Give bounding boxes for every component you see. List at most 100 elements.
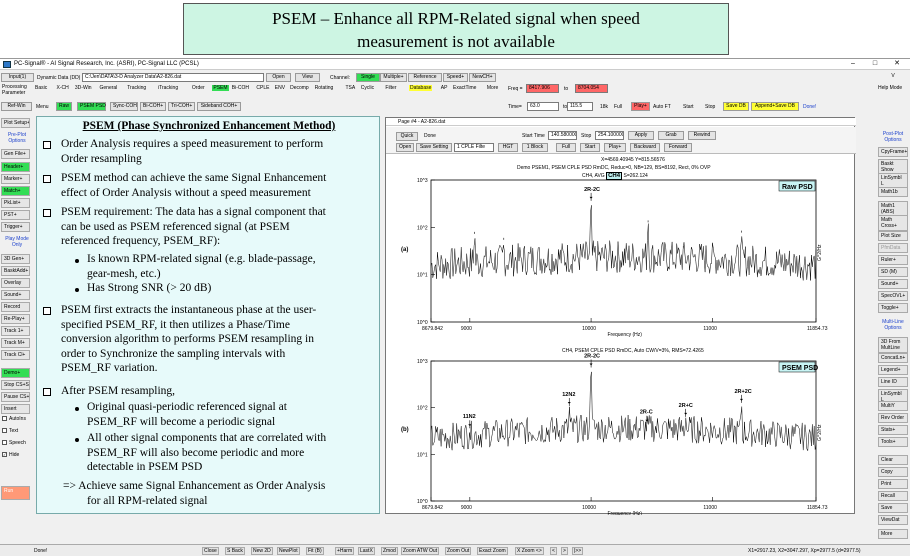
freq-from-field[interactable]: 8417.906	[526, 84, 559, 93]
processing-tab-bi-coh[interactable]: Bi-COH	[231, 85, 250, 91]
status-button-fit-b-[interactable]: Fit (B)	[306, 547, 324, 555]
left-panel-track-cl-[interactable]: Track Cl+	[1, 350, 30, 360]
sideband-coh-button[interactable]: Sideband COH+	[197, 102, 241, 111]
processing-tab-psem[interactable]: PSEM	[212, 85, 229, 91]
status-button--[interactable]: |>>	[572, 547, 584, 555]
status-button-zoom-atw-out[interactable]: Zoom ATW Out	[401, 547, 440, 555]
left-panel-track-m-[interactable]: Track M+	[1, 338, 30, 348]
left-panel-3d-gen-[interactable]: 3D Gen+	[1, 254, 30, 264]
right-panel-cpyframe-[interactable]: CpyFrame+	[878, 147, 908, 157]
checkbox-icon[interactable]	[2, 440, 7, 446]
right-panel-plot-size[interactable]: Plot Size	[878, 231, 908, 241]
right-panel-multiy[interactable]: MultiY	[878, 401, 908, 411]
processing-tab-database[interactable]: Database	[409, 85, 433, 91]
processing-tab-env[interactable]: ENV	[274, 85, 286, 91]
start-button[interactable]: Start	[683, 104, 694, 110]
right-panel-specovl-[interactable]: SpecOVL+	[878, 291, 908, 301]
plot-start-button[interactable]: Start	[580, 143, 600, 152]
multiple-channel-button[interactable]: Multiple+	[380, 73, 407, 82]
left-panel-basktadd-[interactable]: BasktAdd+	[1, 266, 30, 276]
psd-charts[interactable]: 10^0 10^1 10^2 10^3 8679.842 9000 10000 11000 11…	[386, 118, 856, 515]
left-panel-autoins[interactable]: AutoIns	[2, 416, 32, 422]
sync-coh-button[interactable]: Sync-COH	[110, 102, 138, 111]
left-panel-demo-[interactable]: Demo+	[1, 368, 30, 378]
ref-win-button[interactable]: Ref-Win	[1, 102, 32, 111]
checkbox-icon[interactable]	[2, 428, 7, 434]
left-panel-pklist-[interactable]: PkList+	[1, 198, 30, 208]
processing-tab-cple[interactable]: CPLE	[256, 85, 270, 91]
save-setting-button[interactable]: Save Setting	[416, 143, 452, 152]
status-button-lastx[interactable]: LastX	[358, 547, 375, 555]
right-panel-clear[interactable]: Clear	[878, 455, 908, 465]
processing-tab-3d-win[interactable]: 3D-Win	[74, 85, 92, 91]
checkbox-icon[interactable]: ✓	[2, 452, 7, 458]
view-button[interactable]: View	[295, 73, 320, 82]
processing-tab-filter[interactable]: Filter	[385, 85, 397, 91]
plot-play-button[interactable]: Play+	[604, 143, 626, 152]
raw-button[interactable]: Raw	[56, 102, 72, 111]
right-panel-3d-from-multline[interactable]: 3D From MultLine	[878, 337, 908, 353]
input-dropdown[interactable]: Input(1)	[1, 73, 34, 82]
left-panel-gen-file-[interactable]: Gen File+	[1, 149, 30, 159]
right-panel-recall[interactable]: Recall	[878, 491, 908, 501]
freq-to-field[interactable]: 8704.054	[575, 84, 608, 93]
plot-open-button[interactable]: Open	[396, 143, 414, 152]
play-button[interactable]: Play+	[631, 102, 650, 111]
full-time-button[interactable]: Full	[614, 104, 623, 110]
right-panel-ruler-[interactable]: Ruler+	[878, 255, 908, 265]
processing-tab-decomp[interactable]: Decomp	[290, 85, 309, 91]
status-button-exact-zoom[interactable]: Exact Zoom	[477, 547, 508, 555]
processing-tab-rotating[interactable]: Rotating	[314, 85, 334, 91]
processing-tab-exacttime[interactable]: ExactTime	[453, 85, 477, 91]
grab-button[interactable]: Grab	[658, 131, 684, 140]
right-panel-viewdat[interactable]: ViewDat	[878, 515, 908, 525]
tri-coh-button[interactable]: Tri-COH+	[168, 102, 195, 111]
cple-filter-dropdown[interactable]: 1 CPLE Filte	[454, 143, 494, 152]
processing-tab-ap[interactable]: AP	[440, 85, 448, 91]
forward-button[interactable]: Forward	[664, 143, 692, 152]
open-button[interactable]: Open	[266, 73, 291, 82]
status-button--[interactable]: <	[550, 547, 557, 555]
checkbox-icon[interactable]	[2, 416, 7, 422]
right-panel-copy[interactable]: Copy	[878, 467, 908, 477]
status-button-zmod[interactable]: Zmod	[381, 547, 398, 555]
rewind-button[interactable]: Rewind	[688, 131, 716, 140]
status-button-zoom-out[interactable]: Zoom Out	[445, 547, 472, 555]
right-panel-math-cross-[interactable]: Math Cross+	[878, 215, 908, 231]
left-panel-match-[interactable]: Match+	[1, 186, 30, 196]
save-db-button[interactable]: Save DB	[723, 102, 749, 111]
single-channel-button[interactable]: Single	[356, 73, 380, 82]
start-time-field[interactable]: 140.580000	[548, 131, 577, 140]
processing-tab-itracking[interactable]: iTracking	[158, 85, 179, 91]
quick-button[interactable]: Quick	[396, 132, 418, 141]
left-panel-hide[interactable]: ✓ Hide	[2, 452, 32, 458]
right-panel-sd-m-[interactable]: SD (M)	[878, 267, 908, 277]
right-panel-concatln-[interactable]: ConcatLn+	[878, 353, 908, 363]
reference-button[interactable]: Reference	[408, 73, 442, 82]
right-panel-legend-[interactable]: Legend+	[878, 365, 908, 375]
left-panel-stop-cs-s[interactable]: Stop CS+S	[1, 380, 30, 390]
left-panel-text[interactable]: Text	[2, 428, 32, 434]
right-panel-save[interactable]: Save	[878, 503, 908, 513]
time-from-field[interactable]: 63.0	[527, 102, 559, 111]
left-panel-re-play-[interactable]: Re-Play+	[1, 314, 30, 324]
left-panel-pst-[interactable]: PST+	[1, 210, 30, 220]
one-block-button[interactable]: 1 Block	[522, 143, 548, 152]
left-panel-sound-[interactable]: Sound+	[1, 290, 30, 300]
left-panel-plot-setup-[interactable]: Plot Setup+	[1, 118, 30, 128]
left-panel-track-1-[interactable]: Track 1+	[1, 326, 30, 336]
close-button[interactable]: ✕	[894, 60, 900, 67]
newch-button[interactable]: NewCH+	[469, 73, 496, 82]
right-panel-v[interactable]: V	[891, 73, 895, 79]
processing-tab-x-ch[interactable]: X-CH	[56, 85, 69, 91]
status-button-x-zoom-[interactable]: X Zoom <>	[515, 547, 544, 555]
backward-button[interactable]: Backward	[630, 143, 660, 152]
status-button-newplot[interactable]: NewPlot	[277, 547, 300, 555]
right-panel-rev-order[interactable]: Rev Order	[878, 413, 908, 423]
processing-tab-more[interactable]: More	[486, 85, 499, 91]
status-button-s-back[interactable]: S Back	[225, 547, 245, 555]
maximize-button[interactable]: □	[872, 60, 878, 67]
processing-tab-general[interactable]: General	[99, 85, 118, 91]
speed-button[interactable]: Speed+	[443, 73, 468, 82]
processing-tab-basic[interactable]: Basic	[35, 85, 48, 91]
